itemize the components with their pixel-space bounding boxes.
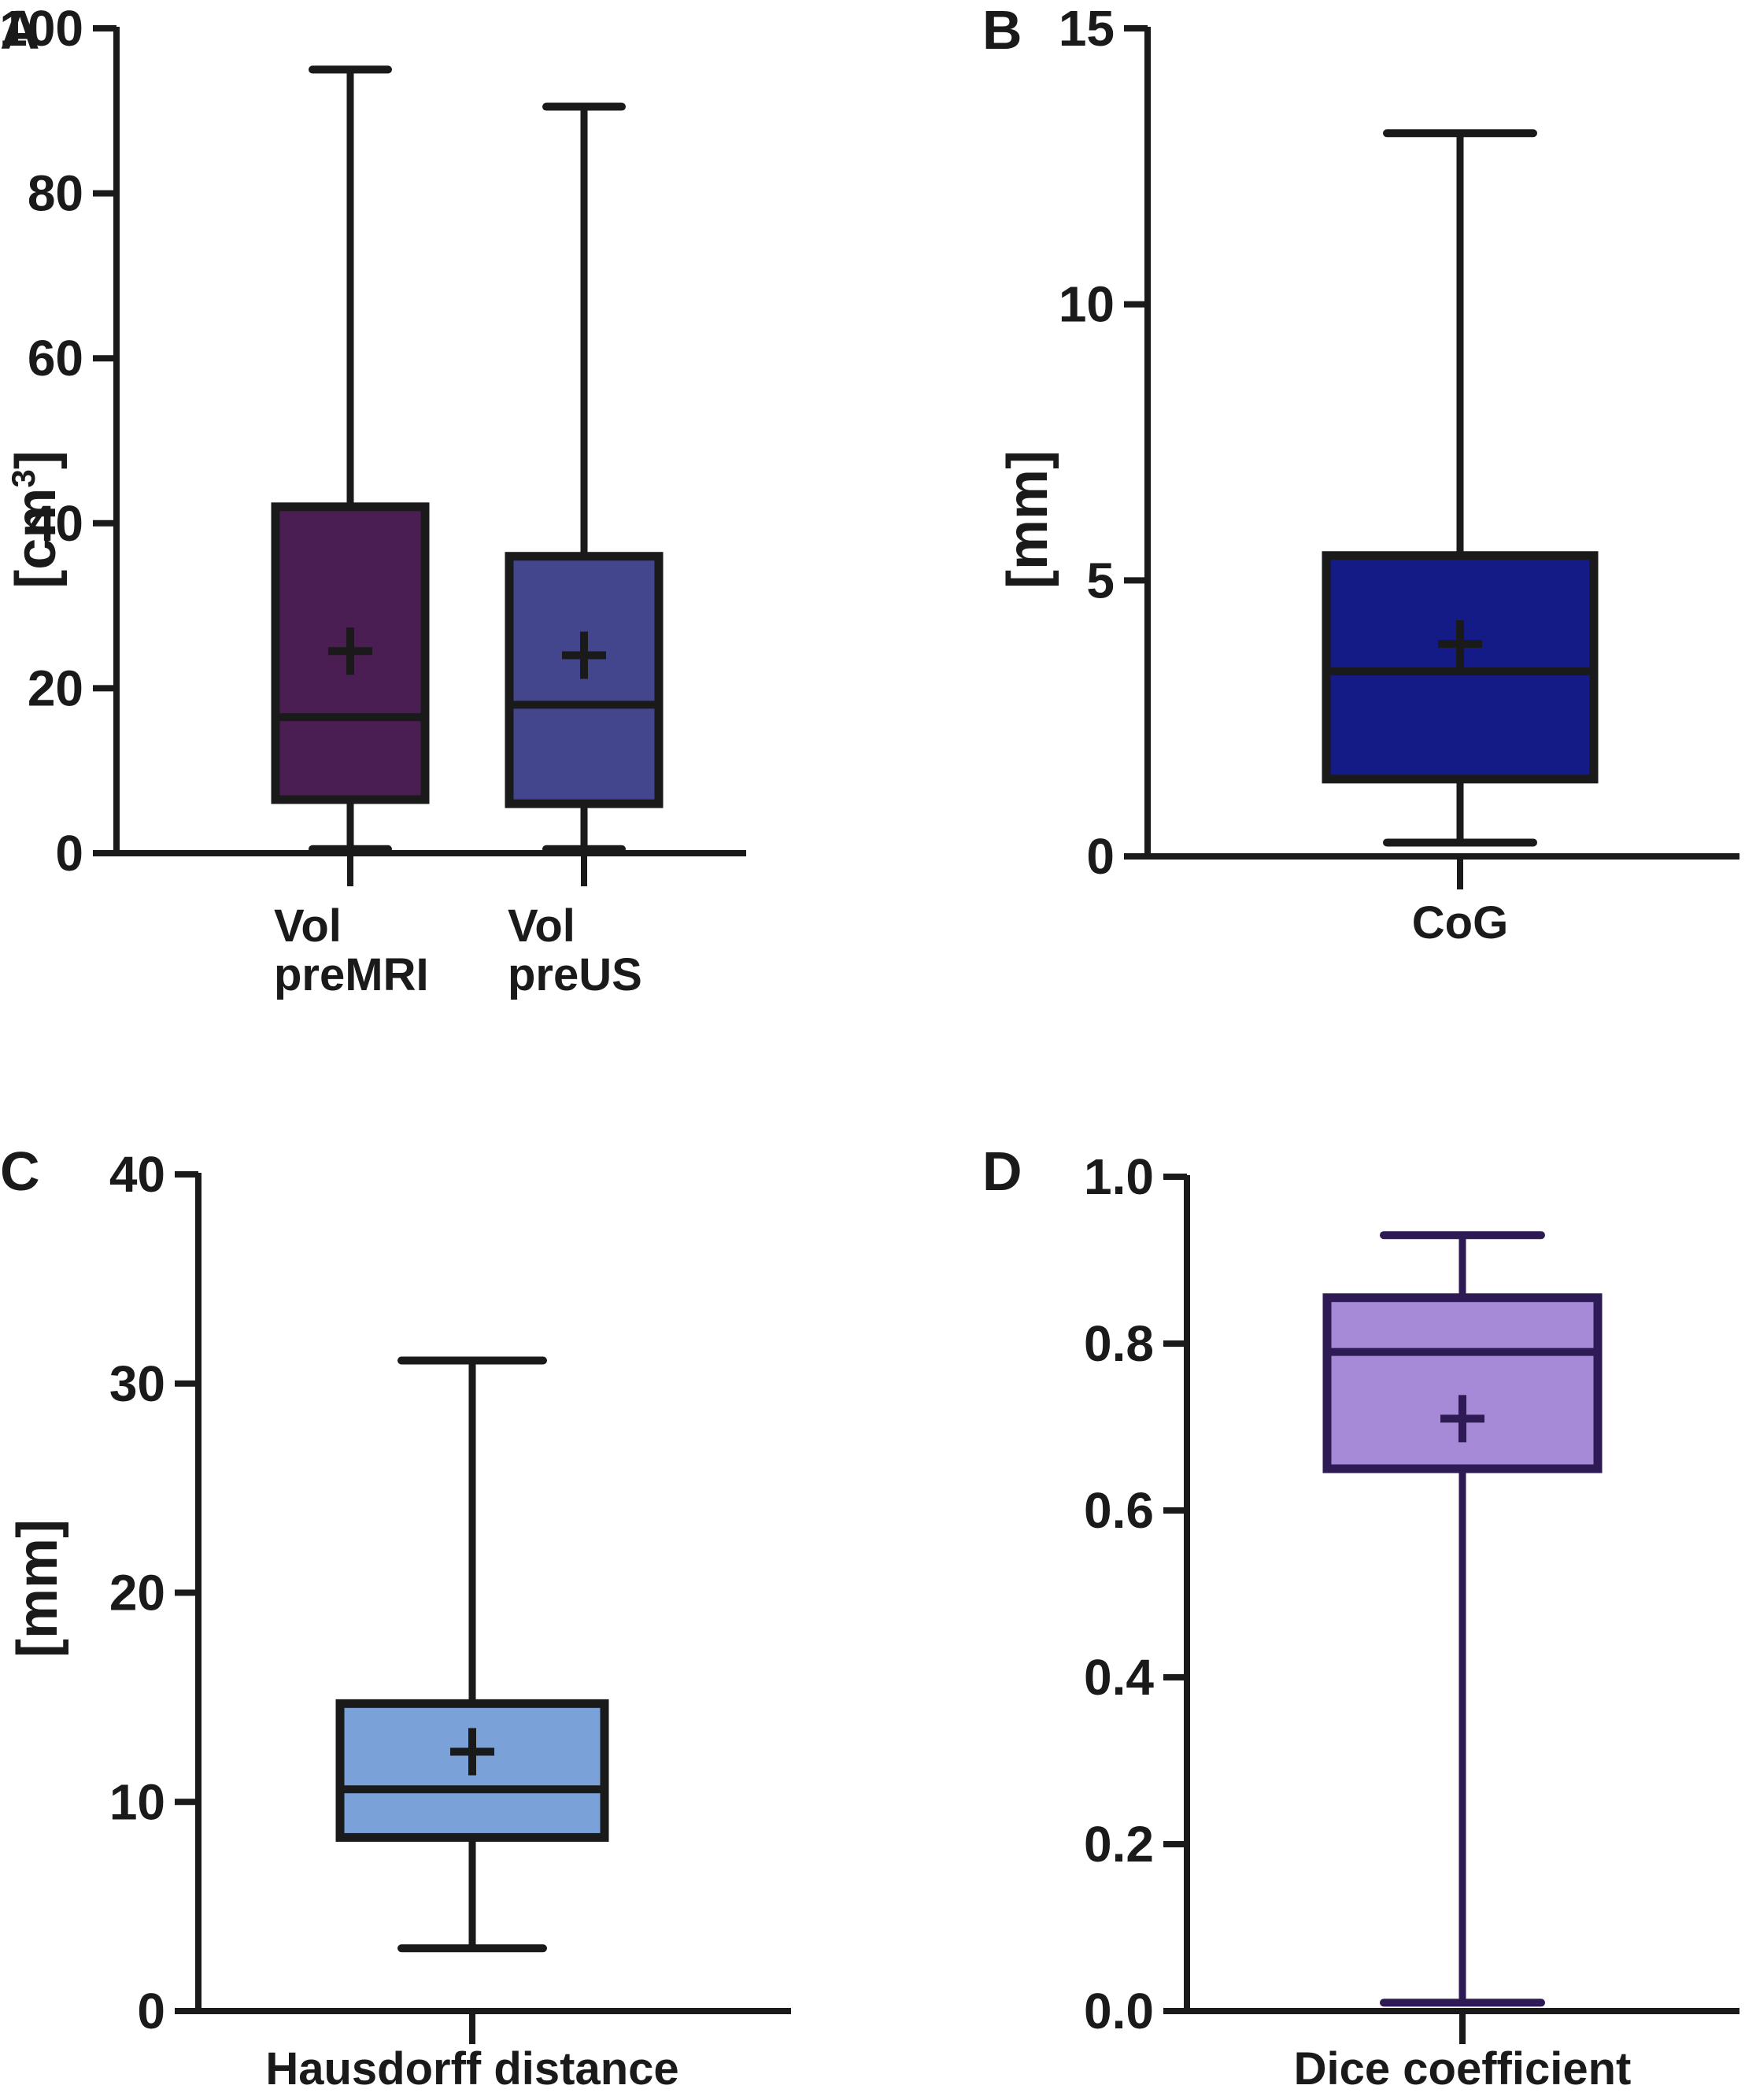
y-axis-label: [cm3] [5, 450, 68, 588]
category-label: Vol [274, 900, 342, 952]
y-tick-label: 5 [1086, 552, 1115, 608]
box-b-1: CoG [1322, 129, 1599, 948]
y-tick-label: 10 [109, 1773, 165, 1830]
panel-letter-b: B [982, 0, 1022, 61]
y-tick-label: 0.6 [1084, 1482, 1154, 1539]
y-tick-label: 40 [28, 495, 83, 552]
y-tick-label: 0.8 [1084, 1315, 1154, 1372]
category-label: Vol [508, 900, 575, 952]
y-tick-label: 0 [1086, 828, 1115, 885]
box-d-1: Dice coefficient [1294, 1231, 1632, 2094]
y-tick-label: 0 [55, 825, 83, 882]
y-tick-label: 0.0 [1084, 1983, 1154, 2039]
iqr-box [505, 552, 664, 808]
category-label: Dice coefficient [1294, 2043, 1632, 2094]
panel-letter-a: A [0, 0, 40, 61]
iqr-box [1322, 1293, 1603, 1473]
category-label: preUS [508, 949, 642, 1000]
y-tick-label: 30 [109, 1355, 165, 1412]
panel-d: D 0.0 0.2 0.4 0.6 0.8 1.0 Dice coefficient [982, 1141, 1739, 2094]
y-axis-label: [mm] [996, 450, 1059, 589]
category-label: Hausdorff distance [265, 2043, 678, 2094]
y-tick-label: 10 [1059, 276, 1115, 333]
panel-letter-c: C [0, 1141, 40, 1202]
y-tick-label: 60 [28, 330, 83, 386]
y-tick-label: 0.4 [1084, 1649, 1154, 1706]
y-axis-label: [mm] [6, 1519, 69, 1658]
box-c-1: Hausdorff distance [265, 1356, 679, 2094]
y-tick-label: 80 [28, 165, 83, 222]
panel-c: C 0 10 20 30 40 [mm] Hausdorff distance [0, 1141, 791, 2094]
panel-letter-d: D [982, 1141, 1022, 1202]
y-tick-label: 1.0 [1084, 1148, 1154, 1205]
category-label: preMRI [274, 949, 429, 1000]
panel-b: B 0 5 10 15 [mm] CoG [982, 0, 1739, 948]
y-tick-label: 20 [28, 660, 83, 716]
category-label: CoG [1412, 897, 1508, 948]
y-tick-label: 100 [0, 0, 83, 57]
iqr-box [335, 1699, 609, 1842]
y-tick-label: 40 [109, 1146, 165, 1203]
y-tick-label: 15 [1059, 0, 1115, 57]
y-tick-label: 0 [137, 1983, 165, 2039]
y-tick-label: 20 [109, 1565, 165, 1621]
y-tick-label: 0.2 [1084, 1816, 1154, 1873]
